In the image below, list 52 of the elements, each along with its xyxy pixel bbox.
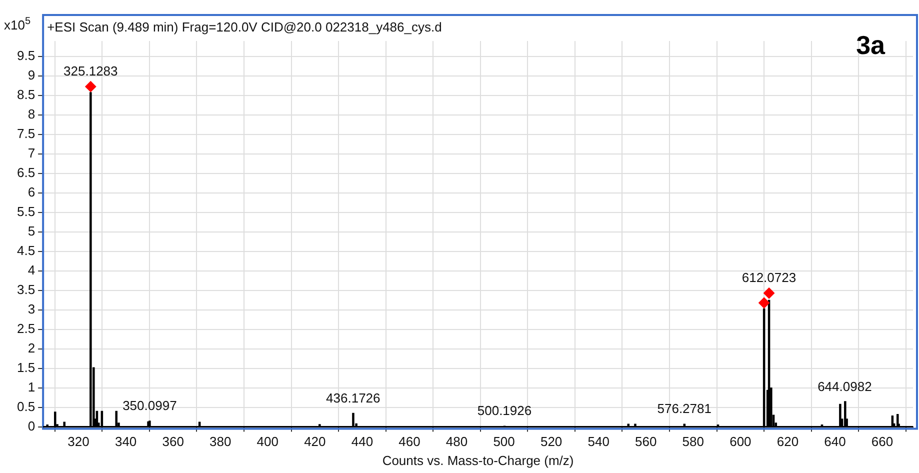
x-axis-title: Counts vs. Mass-to-Charge (m/z) [382,452,574,468]
y-tick-label: 9.5 [16,48,36,64]
y-tick-label: 7.5 [16,126,36,142]
x-tick-label: 440 [351,434,374,450]
y-tick-label: 6 [28,184,36,200]
x-tick-label: 520 [540,434,562,450]
y-axis-title: x10$^{5}$ [4,15,31,34]
x-tick-label: 340 [114,434,137,450]
x-tick-label: 540 [588,434,610,450]
x-tick-label: 480 [446,434,468,450]
y-tick-label: 4.5 [16,243,36,258]
annotation: 576.2781 [657,401,712,416]
annotation: 436.1726 [326,390,380,406]
point [758,297,770,308]
y-tick-label: 4 [28,262,36,278]
annotation: 644.0982 [818,378,872,394]
x-tick-label: 640 [824,434,846,450]
x-tick-label: 420 [304,434,326,450]
y-tick-label: 3 [28,301,36,316]
y-tick-label: 0 [28,418,36,434]
y-tick-label: 1 [28,379,36,394]
annotation: 612.0723 [742,270,796,286]
annotation: 325.1283 [64,64,118,79]
annotation: 3a [856,30,886,60]
y-tick-label: 5 [28,224,36,239]
x-tick-label: 320 [68,434,90,450]
y-tick-label: 7 [28,146,36,161]
annotation: 500.1926 [477,403,532,418]
x-tick-label: 600 [730,434,752,450]
x-tick-label: 380 [210,434,232,450]
x-tick-label: 400 [256,434,278,450]
y-tick-label: 8 [28,106,36,122]
y-tick-label: 9 [28,68,36,83]
x-tick-label: 580 [682,434,704,450]
y-tick-label: 2.5 [16,320,36,336]
point [764,288,775,299]
x-tick-label: 660 [871,434,894,450]
annotation: 350.0997 [122,398,177,414]
x-tick-label: 560 [635,434,657,450]
chart-title: +ESI Scan (9.489 min) Frag=120.0V CID@20.0 022318_y486_cys.d [47,20,442,35]
x-tick-label: 620 [776,434,799,450]
y-tick-label: 5.5 [16,204,36,220]
x-tick-label: 460 [398,434,420,450]
point [85,81,96,92]
x-tick-label: 500 [493,434,515,450]
y-tick-label: 2 [28,340,36,356]
x-tick-label: 360 [162,434,184,450]
y-tick-label: 3.5 [16,282,36,297]
y-tick-label: 0.5 [16,398,36,414]
y-tick-label: 1.5 [16,360,36,375]
y-tick-label: 6.5 [16,165,36,180]
y-tick-label: 8.5 [16,87,36,102]
